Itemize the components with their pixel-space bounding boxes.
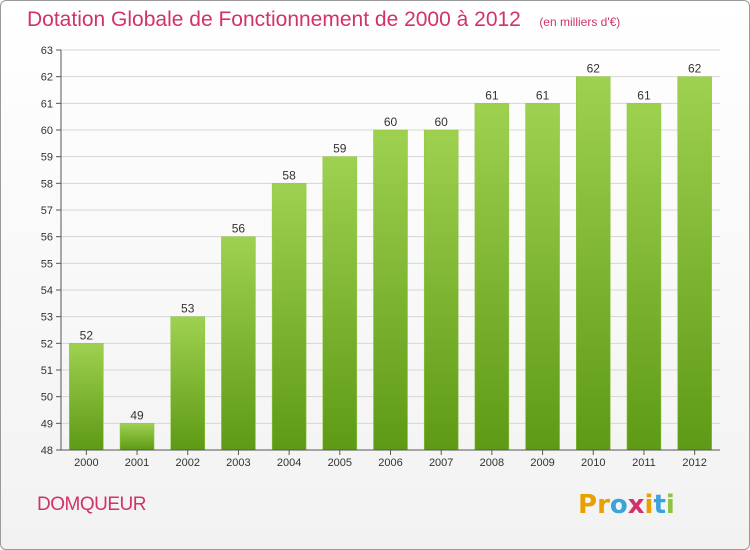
title-row: Dotation Globale de Fonctionnement de 20… [27,8,620,32]
x-tick-label: 2009 [530,457,554,469]
y-tick-label: 57 [41,205,53,217]
y-tick-label: 52 [41,338,53,350]
bar-2001 [119,423,155,451]
y-tick-label: 54 [41,285,53,297]
value-label: 60 [384,115,398,129]
value-label: 49 [130,408,144,422]
value-label: 53 [181,302,195,316]
logo-letter: r [597,490,610,520]
value-label: 61 [637,88,651,102]
x-tick-label: 2002 [175,457,199,469]
logo-letter: i [665,490,675,520]
proxiti-logo: Proxiti [578,490,675,520]
bar-2007 [423,129,459,451]
chart-title: Dotation Globale de Fonctionnement de 20… [27,8,521,31]
bar-2008 [474,103,510,451]
y-tick-label: 55 [41,258,53,270]
bar-2003 [221,236,256,451]
axes: 48 49 50 51 52 53 54 55 56 57 58 59 60 61 62 63 [41,45,720,457]
logo-letter: i [644,490,654,520]
y-tick-label: 62 [41,72,53,84]
y-tick-label: 58 [41,178,53,190]
x-tick-label: 2011 [632,457,656,469]
logo-letter: P [578,490,598,520]
value-label: 61 [536,88,550,102]
value-label: 52 [80,328,94,342]
x-tick-label: 2007 [429,457,453,469]
logo-letter: o [609,490,628,520]
bars [69,76,712,451]
y-tick-label: 59 [41,152,53,164]
x-tick-label: 2010 [581,457,605,469]
value-label: 60 [435,115,449,129]
x-tick-label: 2005 [328,457,352,469]
y-tick-label: 56 [41,232,53,244]
unit-note: (en milliers d'€) [539,15,621,29]
y-tick-label: 63 [41,45,53,57]
value-label: 62 [587,62,601,76]
y-tick-label: 49 [41,418,53,430]
labels: 2000 52 2001 49 2002 53 2003 56 2004 58 2005 59 2006… [74,62,707,469]
bar-2002 [170,316,205,451]
x-tick-label: 2001 [125,457,149,469]
y-tick-label: 48 [41,445,53,457]
value-label: 59 [333,142,347,156]
y-tick-label: 60 [41,125,53,137]
x-tick-label: 2003 [226,457,250,469]
bar-2010 [576,76,611,451]
bar-2012 [677,76,712,451]
y-tick-label: 53 [41,312,53,324]
bar-2009 [525,103,560,451]
x-tick-label: 2006 [378,457,402,469]
bar-2005 [322,156,358,451]
value-label: 56 [232,222,246,236]
bar-2006 [373,129,408,451]
bar-2011 [626,103,662,451]
value-label: 58 [282,168,296,182]
y-tick-label: 61 [41,98,53,110]
y-tick-label: 51 [41,365,53,377]
y-tick-label: 50 [41,392,53,404]
x-tick-label: 2008 [480,457,504,469]
x-tick-label: 2004 [277,457,301,469]
x-tick-label: 2012 [682,457,706,469]
bar-2000 [69,343,104,451]
value-label: 62 [688,62,702,76]
logo-letter: x [627,490,645,520]
commune-name: DOMQUEUR [37,494,146,515]
logo-letter: t [653,490,666,520]
bar-2004 [271,183,307,451]
x-tick-label: 2000 [74,457,98,469]
value-label: 61 [485,88,499,102]
